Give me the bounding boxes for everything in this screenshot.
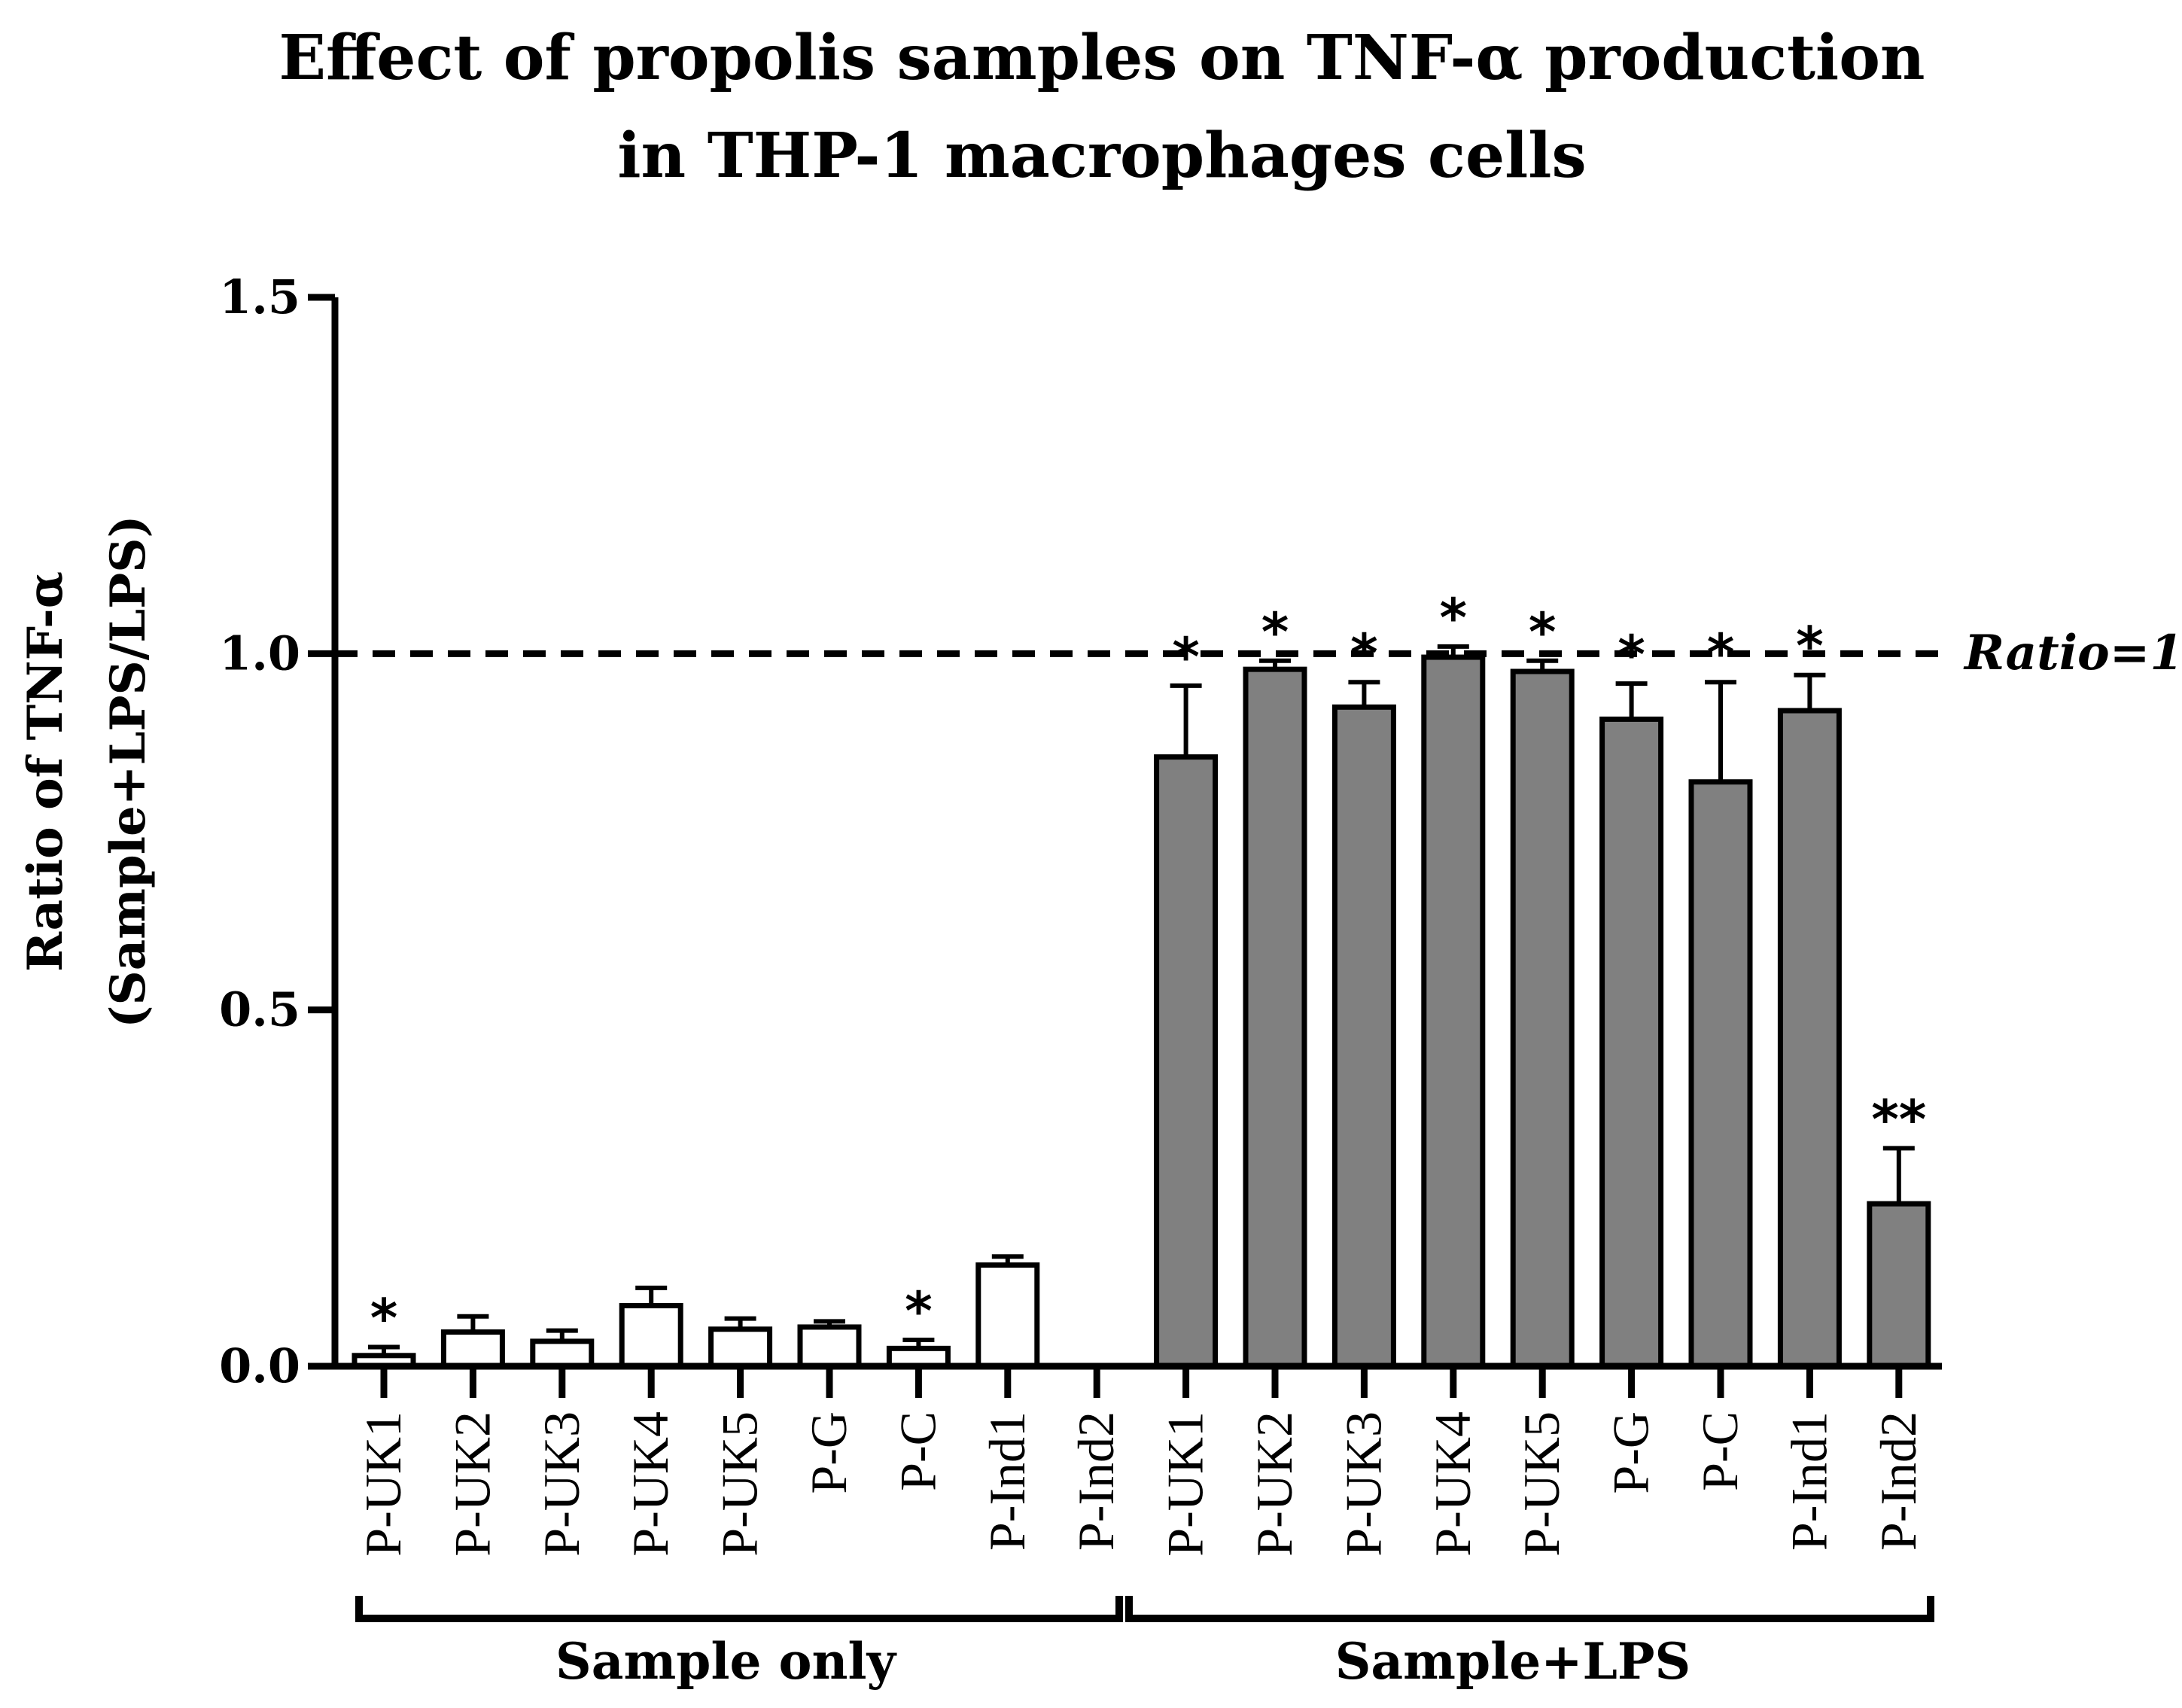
bar-sample-only-p-ind1 (975, 1262, 1040, 1369)
x-tick-label-sample-only-p-uk4: P-UK4 (622, 1411, 679, 1557)
significance-sample-lps-p-c: * (1707, 623, 1735, 684)
chart-title-line-2: in THP-1 macrophages cells (617, 120, 1586, 192)
x-tick-label-sample-lps-p-uk5: P-UK5 (1513, 1411, 1570, 1557)
significance-sample-lps-p-g: * (1617, 624, 1645, 686)
x-tick-label-sample-lps-p-uk1: P-UK1 (1157, 1411, 1214, 1557)
bar-sample-only-p-uk3 (530, 1338, 595, 1369)
x-tick-label-sample-only-p-ind1: P-Ind1 (978, 1411, 1036, 1551)
group-bracket-sample-lps (1125, 1596, 1934, 1622)
bar-sample-lps-p-g (1599, 716, 1664, 1369)
x-tick-label-sample-lps-p-g: P-G (1602, 1411, 1660, 1494)
group-label-sample-only: Sample only (555, 1632, 897, 1691)
x-tick-label-sample-lps-p-uk2: P-UK2 (1246, 1411, 1303, 1557)
significance-sample-lps-p-uk5: * (1529, 601, 1557, 663)
y-tick-label-0: 0.0 (219, 1338, 300, 1393)
x-tick-label-sample-only-p-c: P-C (889, 1411, 946, 1491)
x-tick-label-sample-lps-p-uk3: P-UK3 (1334, 1411, 1392, 1557)
y-tick-label-1: 0.5 (219, 982, 300, 1037)
x-tick-label-sample-only-p-g: P-G (800, 1411, 857, 1494)
x-tick-label-sample-lps-p-ind1: P-Ind1 (1780, 1411, 1837, 1551)
bars-group: * ** * ** * * * *** (351, 587, 1931, 1369)
x-tick-label-sample-only-p-uk1: P-UK1 (355, 1411, 412, 1557)
x-tick-label-sample-only-p-uk3: P-UK3 (533, 1411, 590, 1557)
significance-sample-only-p-uk1: * (370, 1287, 398, 1349)
group-bracket-sample-only (355, 1596, 1123, 1622)
bar-sample-lps-p-ind2 (1867, 1201, 1931, 1369)
significance-sample-lps-p-uk2: * (1261, 601, 1289, 663)
y-tick-label-2: 1.0 (219, 626, 300, 680)
significance-sample-only-p-c: * (905, 1280, 933, 1342)
bar-sample-lps-p-uk3 (1331, 704, 1396, 1369)
bar-sample-lps-p-ind1 (1777, 708, 1842, 1369)
y-axis-label-line-1: Ratio of TNF-α (17, 571, 74, 972)
x-tick-label-sample-only-p-ind2: P-Ind2 (1067, 1411, 1124, 1551)
x-tick-label-sample-lps-p-c: P-C (1691, 1411, 1748, 1491)
significance-sample-lps-p-uk3: * (1350, 623, 1378, 684)
bar-sample-lps-p-uk4 (1421, 654, 1486, 1369)
chart-title-line-1: Effect of propolis samples on TNF-α prod… (278, 22, 1925, 94)
bar-sample-only-p-uk4 (619, 1303, 683, 1369)
group-label-sample-lps: Sample+LPS (1335, 1632, 1691, 1691)
bar-sample-only-p-uk2 (440, 1329, 505, 1369)
bar-sample-only-p-g (797, 1324, 862, 1369)
axes-group: P-UK1 P-UK2 P-UK3 P-UK4 P-UK5 P-G P-C P-Ind1 P-I… (219, 269, 1942, 1622)
x-tick-label-sample-only-p-uk5: P-UK5 (711, 1411, 768, 1557)
y-axis-label-line-2: (Sample+LPS/LPS) (100, 515, 157, 1028)
x-tick-label-sample-lps-p-ind2: P-Ind2 (1870, 1411, 1927, 1551)
significance-sample-lps-p-ind1: * (1796, 616, 1824, 677)
significance-sample-lps-p-ind2: ** (1871, 1088, 1926, 1150)
x-tick-label-sample-only-p-uk2: P-UK2 (443, 1411, 501, 1557)
significance-sample-lps-p-uk4: * (1439, 587, 1467, 649)
bar-sample-lps-p-uk2 (1243, 666, 1307, 1369)
bar-sample-lps-p-uk1 (1154, 754, 1219, 1369)
significance-sample-lps-p-uk1: * (1172, 626, 1200, 688)
bar-sample-only-p-uk5 (708, 1326, 773, 1369)
x-tick-label-sample-lps-p-uk4: P-UK4 (1424, 1411, 1481, 1557)
y-tick-label-3: 1.5 (219, 269, 300, 324)
reference-line-label: Ratio=1 (1963, 625, 2182, 681)
bar-sample-lps-p-c (1688, 779, 1753, 1369)
bar-sample-lps-p-uk5 (1510, 668, 1575, 1369)
